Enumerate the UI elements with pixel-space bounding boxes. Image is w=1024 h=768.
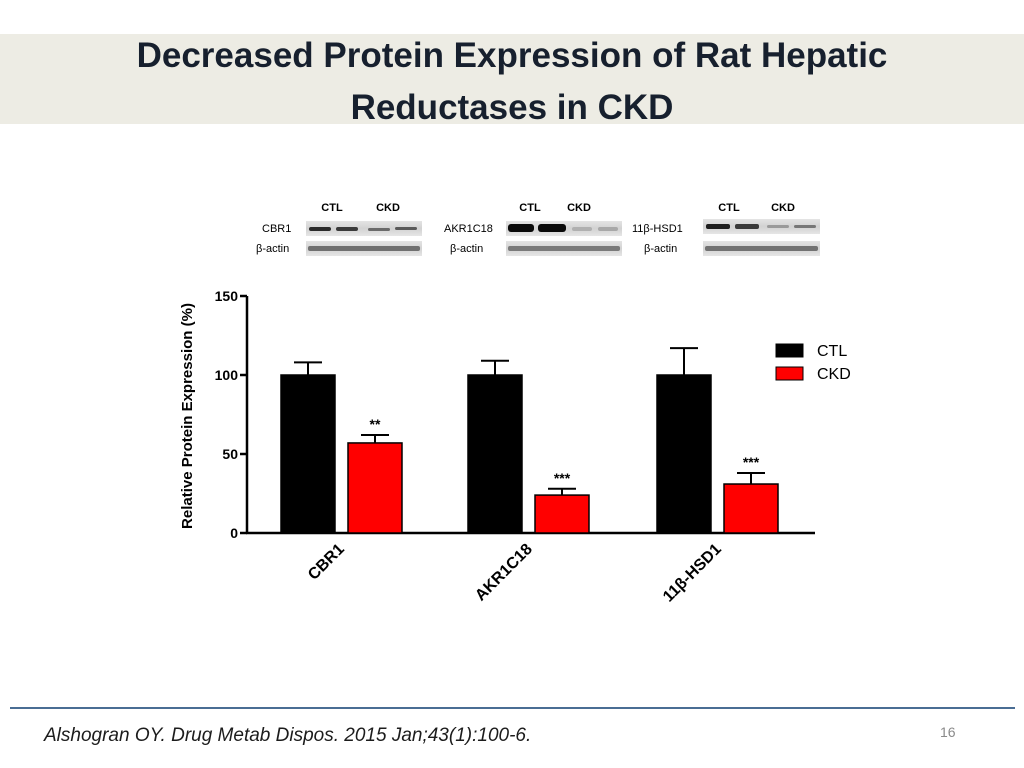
blot-col-ckd-label: CKD bbox=[771, 202, 795, 214]
footer-rule bbox=[10, 707, 1015, 709]
y-tick-label: 50 bbox=[222, 446, 238, 462]
legend-swatch-ckd bbox=[775, 366, 804, 381]
blot-band bbox=[395, 227, 417, 230]
y-tick-label: 0 bbox=[230, 525, 238, 541]
blot-band bbox=[794, 225, 816, 228]
bar-ckd-11hsd1 bbox=[723, 483, 779, 534]
blot-control-label: β-actin bbox=[644, 243, 677, 255]
legend-swatch-ctl bbox=[775, 343, 804, 358]
blot-col-ctl-label: CTL bbox=[321, 202, 343, 214]
blot-protein-label: CBR1 bbox=[262, 223, 291, 235]
significance-label: *** bbox=[554, 470, 571, 486]
legend-label-ckd: CKD bbox=[817, 366, 851, 383]
blot-col-ckd-label: CKD bbox=[567, 202, 591, 214]
blot-panel-akr1c18: CTL CKD AKR1C18 β-actin bbox=[444, 202, 622, 256]
blot-band-actin bbox=[705, 246, 818, 251]
legend-label-ctl: CTL bbox=[817, 343, 847, 360]
bar-ckd-akr1c18 bbox=[534, 494, 590, 534]
x-tick-labels: CBR1 AKR1C18 11β-HSD1 bbox=[305, 541, 725, 606]
blot-band bbox=[572, 227, 592, 231]
blot-control-label: β-actin bbox=[450, 243, 483, 255]
blot-band bbox=[336, 227, 358, 231]
y-tick-label: 100 bbox=[215, 367, 239, 383]
bar-chart: Relative Protein Expression (%) 0 50 100 15… bbox=[179, 288, 851, 606]
blot-protein-label: AKR1C18 bbox=[444, 223, 493, 235]
bar-ctl-akr1c18 bbox=[467, 374, 523, 534]
y-tick-label: 150 bbox=[215, 288, 239, 304]
blot-band bbox=[368, 228, 390, 231]
bar-ckd-cbr1 bbox=[347, 442, 403, 534]
x-tick-label: CBR1 bbox=[305, 541, 348, 584]
blot-strip-target bbox=[703, 219, 820, 234]
blot-band-actin bbox=[308, 246, 420, 251]
blot-band bbox=[508, 224, 534, 232]
blot-band-actin bbox=[508, 246, 620, 251]
slide-title-line1: Decreased Protein Expression of Rat Hepa… bbox=[136, 36, 888, 75]
bar-ctl-cbr1 bbox=[280, 374, 336, 534]
blot-col-ctl-label: CTL bbox=[718, 202, 740, 214]
x-tick-label: 11β-HSD1 bbox=[660, 541, 725, 606]
significance-label: *** bbox=[743, 454, 760, 470]
blot-protein-label: 11β-HSD1 bbox=[632, 223, 683, 235]
citation: Alshogran OY. Drug Metab Dispos. 2015 Ja… bbox=[44, 725, 532, 746]
slide-title: Decreased Protein Expression of Rat Hepa… bbox=[60, 30, 964, 134]
x-tick-label: AKR1C18 bbox=[472, 541, 536, 605]
blot-panel-11b-hsd1: CTL CKD 11β-HSD1 β-actin bbox=[632, 202, 820, 256]
blot-band bbox=[309, 227, 331, 231]
y-axis-label: Relative Protein Expression (%) bbox=[179, 303, 196, 529]
bar-ctl-11hsd1 bbox=[656, 374, 712, 534]
blot-col-ctl-label: CTL bbox=[519, 202, 541, 214]
blot-col-ckd-label: CKD bbox=[376, 202, 400, 214]
page-number: 16 bbox=[940, 724, 956, 740]
blot-control-label: β-actin bbox=[256, 243, 289, 255]
legend: CTL CKD bbox=[775, 343, 851, 383]
blot-band bbox=[767, 225, 789, 228]
blot-band bbox=[598, 227, 618, 231]
slide-title-line2: Reductases in CKD bbox=[350, 88, 674, 127]
blot-band bbox=[538, 224, 566, 232]
significance-label: ** bbox=[370, 416, 381, 432]
blot-strip-target bbox=[306, 221, 422, 236]
blot-band bbox=[706, 224, 730, 229]
blot-panel-cbr1: CTL CKD CBR1 β-actin bbox=[256, 202, 422, 256]
blot-band bbox=[735, 224, 759, 229]
y-ticks: 0 50 100 150 bbox=[215, 288, 247, 541]
title-band bbox=[0, 34, 1024, 124]
bars-group: ******** bbox=[280, 347, 779, 534]
